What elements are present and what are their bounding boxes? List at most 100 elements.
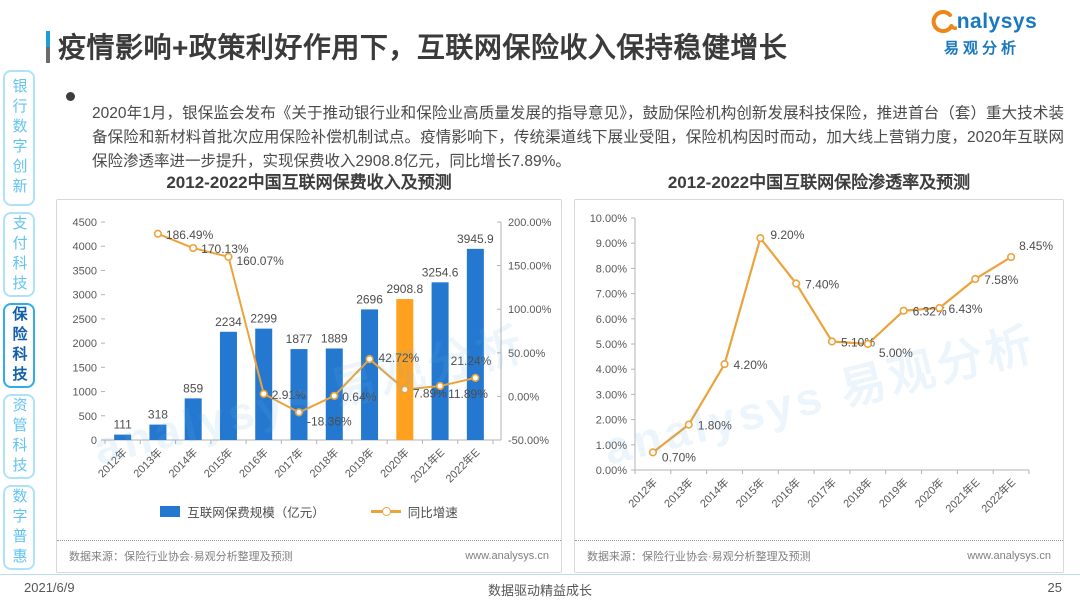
premium-income-chart-title: 2012-2022中国互联网保费收入及预测 — [166, 173, 452, 192]
svg-text:7.00%: 7.00% — [596, 289, 627, 301]
svg-text:170.13%: 170.13% — [201, 242, 249, 256]
svg-text:4.20%: 4.20% — [734, 358, 768, 372]
logo-brand-cn: 易观分析 — [943, 40, 1020, 57]
svg-text:2015年: 2015年 — [732, 475, 767, 510]
svg-text:2019年: 2019年 — [342, 445, 377, 480]
footer-slogan: 数据驱动精益成长 — [487, 583, 592, 598]
svg-text:3000: 3000 — [73, 290, 97, 302]
svg-text:8.45%: 8.45% — [1019, 239, 1053, 253]
penetration-chart-box: analysys 易观分析 0.00% 1.00% 2.00% 3.00% 4.00% 5… — [574, 199, 1064, 573]
legend-bar-label: 互联网保费规模（亿元） — [187, 505, 325, 520]
legend-item-premium-scale: 互联网保费规模（亿元） — [160, 502, 325, 521]
svg-text:186.49%: 186.49% — [166, 228, 214, 242]
title-accent-blue — [46, 31, 50, 47]
premium-income-panel: 2012-2022中国互联网保费收入及预测 analysys 易观分析 0 500… — [56, 168, 562, 573]
svg-text:21.24%: 21.24% — [451, 354, 492, 368]
svg-text:0.70%: 0.70% — [662, 450, 696, 464]
footer-date: 2021/6/9 — [24, 580, 75, 595]
sidebar-item-payment-tech[interactable]: 支付科技 — [3, 212, 35, 297]
svg-text:2016年: 2016年 — [768, 475, 803, 510]
svg-text:-50.00%: -50.00% — [508, 435, 549, 447]
svg-text:0.00%: 0.00% — [596, 465, 627, 477]
svg-text:2.00%: 2.00% — [596, 415, 627, 427]
svg-text:2022年E: 2022年E — [442, 445, 482, 485]
svg-text:4.00%: 4.00% — [596, 364, 627, 376]
footer-divider — [0, 574, 1080, 575]
page-title: 疫情影响+政策利好作用下，互联网保险收入保持稳健增长 — [58, 32, 788, 63]
svg-text:2013年: 2013年 — [661, 475, 696, 510]
svg-text:2013年: 2013年 — [130, 445, 165, 480]
svg-text:1.00%: 1.00% — [596, 440, 627, 452]
svg-text:2000: 2000 — [73, 338, 97, 350]
svg-text:859: 859 — [183, 381, 203, 395]
penetration-line-chart: 0.00% 1.00% 2.00% 3.00% 4.00% 5.00% 6.00% 7.00%… — [590, 213, 1054, 515]
legend-bar-swatch-icon — [160, 505, 181, 517]
penetration-panel: 2012-2022中国互联网保险渗透率及预测 analysys 易观分析 0.0… — [574, 168, 1064, 573]
svg-text:8.00%: 8.00% — [596, 263, 627, 275]
svg-text:-18.36%: -18.36% — [307, 414, 352, 428]
svg-text:2012年: 2012年 — [95, 445, 130, 480]
svg-text:2015年: 2015年 — [201, 445, 236, 480]
penetration-chart-title: 2012-2022中国互联网保险渗透率及预测 — [667, 173, 971, 192]
svg-text:1889: 1889 — [321, 331, 348, 345]
svg-text:0: 0 — [91, 435, 97, 447]
svg-text:50.00%: 50.00% — [508, 348, 546, 360]
chart-legend: 互联网保费规模（亿元） 同比增速 — [57, 498, 561, 524]
svg-text:2017年: 2017年 — [271, 445, 306, 480]
svg-text:3.00%: 3.00% — [596, 389, 627, 401]
svg-text:2696: 2696 — [356, 292, 383, 306]
svg-text:7.40%: 7.40% — [805, 278, 839, 292]
svg-text:100.00%: 100.00% — [508, 304, 552, 316]
sidebar-item-insurance-tech[interactable]: 保险科技 — [3, 303, 35, 388]
svg-text:2299: 2299 — [250, 312, 277, 326]
svg-text:500: 500 — [79, 411, 97, 423]
svg-text:2020年: 2020年 — [377, 445, 412, 480]
svg-text:2021年E: 2021年E — [942, 475, 982, 515]
logo-brand-text: nalysys — [956, 10, 1038, 33]
bullet-icon — [66, 92, 75, 101]
svg-text:2234: 2234 — [215, 315, 242, 329]
svg-text:111: 111 — [114, 418, 133, 432]
legend-line-label: 同比增速 — [407, 505, 458, 520]
svg-text:2020年: 2020年 — [912, 475, 947, 510]
legend-item-yoy-growth: 同比增速 — [370, 502, 458, 521]
svg-text:3945.9: 3945.9 — [457, 232, 494, 246]
svg-text:2018年: 2018年 — [306, 445, 341, 480]
analysys-swoosh-icon — [931, 10, 957, 34]
svg-text:0.64%: 0.64% — [342, 390, 376, 404]
title-accent-dark — [46, 47, 50, 63]
svg-text:11.89%: 11.89% — [448, 387, 488, 401]
svg-text:10.00%: 10.00% — [590, 213, 628, 225]
footer-page-number: 25 — [1047, 580, 1062, 595]
svg-text:5.00%: 5.00% — [596, 339, 627, 351]
svg-text:160.07%: 160.07% — [236, 254, 284, 268]
svg-text:1500: 1500 — [73, 362, 97, 374]
svg-text:0.00%: 0.00% — [508, 391, 539, 403]
left-data-source: 数据来源：保险行业协会·易观分析整理及预测 — [69, 551, 293, 563]
svg-text:2014年: 2014年 — [165, 445, 200, 480]
svg-text:4000: 4000 — [73, 241, 97, 253]
sidebar-item-asset-mgmt-tech[interactable]: 资管科技 — [3, 394, 35, 479]
svg-text:6.00%: 6.00% — [596, 314, 627, 326]
svg-text:318: 318 — [148, 408, 168, 422]
svg-text:2018年: 2018年 — [840, 475, 875, 510]
svg-text:1.80%: 1.80% — [698, 419, 732, 433]
premium-income-combo-chart: 0 500 1000 1500 2000 2500 3000 3500 4000 4500 -50.… — [73, 217, 552, 485]
svg-text:1877: 1877 — [286, 332, 313, 346]
left-panel-footer: 数据来源：保险行业协会·易观分析整理及预测 www.analysys.cn — [57, 540, 561, 572]
svg-text:2021年E: 2021年E — [407, 445, 447, 485]
sidebar-item-digital-inclusion[interactable]: 数字普惠 — [3, 485, 35, 570]
right-panel-footer: 数据来源：保险行业协会·易观分析整理及预测 www.analysys.cn — [575, 540, 1063, 572]
svg-text:2500: 2500 — [73, 314, 97, 326]
sidebar-nav: 银行数字创新 支付科技 保险科技 资管科技 数字普惠 — [3, 70, 35, 570]
svg-text:1000: 1000 — [73, 387, 97, 399]
legend-line-marker-icon — [370, 506, 401, 516]
svg-text:6.43%: 6.43% — [948, 302, 982, 316]
sidebar-item-bank-digital-innovation[interactable]: 银行数字创新 — [3, 70, 35, 206]
svg-text:2012年: 2012年 — [625, 475, 660, 510]
left-website: www.analysys.cn — [465, 550, 549, 562]
svg-text:150.00%: 150.00% — [508, 261, 552, 273]
svg-text:2908.8: 2908.8 — [386, 282, 423, 296]
svg-text:7.58%: 7.58% — [984, 273, 1018, 287]
